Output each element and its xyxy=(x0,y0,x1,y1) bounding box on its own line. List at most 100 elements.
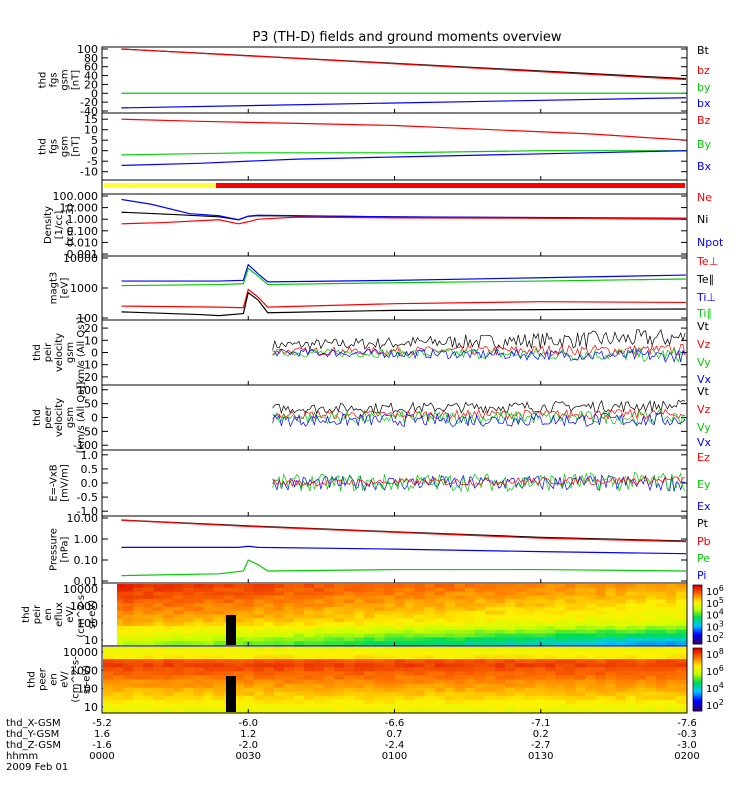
y-axis-label-line: peir xyxy=(43,342,54,362)
spectrogram-cell xyxy=(133,679,144,685)
spectrogram-cell xyxy=(474,587,486,593)
spectrogram-cell xyxy=(314,595,325,600)
spectrogram-cell xyxy=(324,683,335,689)
spectrogram-cell xyxy=(263,707,275,713)
spectrogram-cell xyxy=(143,587,154,593)
spectrogram-cell xyxy=(153,618,164,623)
spectrogram-cell xyxy=(133,703,144,709)
spectrogram-cell xyxy=(173,603,185,608)
legend-entry: Vy xyxy=(697,421,711,434)
spectrogram-cell xyxy=(103,691,114,697)
spectrogram-cell xyxy=(163,618,174,623)
spectrogram-cell xyxy=(495,603,506,608)
spectrogram-cell xyxy=(384,647,396,652)
spectrogram-cell xyxy=(374,637,386,642)
spectrogram-cell xyxy=(454,699,466,705)
spectrogram-cell xyxy=(444,584,456,589)
spectrogram-cell xyxy=(374,633,386,638)
spectrogram-cell xyxy=(474,675,486,681)
spectrogram-cell xyxy=(314,679,325,685)
spectrogram-cell xyxy=(595,633,607,638)
spectrogram-cell xyxy=(454,641,466,646)
spectrogram-cell xyxy=(314,667,325,672)
legend-entry: Pt xyxy=(697,517,709,530)
spectrogram-cell xyxy=(535,625,546,631)
spectrogram-cell xyxy=(133,633,144,638)
spectrogram-cell xyxy=(233,691,245,697)
spectrogram-cell xyxy=(123,671,134,677)
spectrogram-cell xyxy=(525,707,536,713)
plot-area xyxy=(121,198,686,225)
spectrogram-cell xyxy=(243,699,255,705)
spectrogram-cell xyxy=(394,703,406,709)
spectrogram-cell xyxy=(243,683,255,689)
y-tick-label: 10 xyxy=(84,634,98,647)
spectrogram-cell xyxy=(394,691,406,697)
spectrogram-cell xyxy=(243,595,255,600)
spectrogram-cell xyxy=(143,663,154,668)
spectrogram-cell xyxy=(414,703,426,709)
spectrogram-cell xyxy=(484,675,496,681)
spectrogram-cell xyxy=(193,622,205,627)
spectrogram-cell xyxy=(304,637,315,642)
spectrogram-cell xyxy=(213,622,225,627)
spectrogram-cell xyxy=(545,618,556,623)
spectrogram-cell xyxy=(273,595,285,600)
spectrogram-cell xyxy=(605,663,617,668)
spectrogram-cell xyxy=(143,659,154,664)
plot-area xyxy=(272,399,686,428)
spectrogram-cell xyxy=(203,699,215,705)
spectrogram-cell xyxy=(615,629,627,635)
spectrogram-cell xyxy=(143,687,154,693)
spectrogram-cell xyxy=(203,659,215,664)
spectrogram-cell xyxy=(495,687,506,693)
spectrogram-cell xyxy=(414,587,426,593)
spectrogram-cell xyxy=(635,637,647,642)
spectrogram-cell xyxy=(364,595,375,600)
spectrogram-cell xyxy=(414,655,426,660)
spectrogram-cell xyxy=(515,637,526,642)
spectrogram-cell xyxy=(213,633,225,638)
spectrogram-cell xyxy=(605,618,617,623)
spectrogram-cell xyxy=(304,641,315,646)
colorbar-swatch xyxy=(693,604,702,608)
colorbar-swatch xyxy=(693,698,702,701)
spectrogram-cell xyxy=(304,707,315,713)
spectrogram-cell xyxy=(605,667,617,672)
spectrogram-cell xyxy=(213,610,225,616)
spectrogram-cell xyxy=(103,647,114,652)
spectrogram-cell xyxy=(123,618,134,623)
colorbar-swatch xyxy=(693,600,702,604)
spectrogram-cell xyxy=(384,683,396,689)
spectrogram-cell xyxy=(495,599,506,604)
spectrogram-cell xyxy=(273,695,285,701)
spectrogram-cell xyxy=(213,641,225,646)
spectrogram-cell xyxy=(454,606,466,612)
spectrogram-cell xyxy=(304,647,315,652)
spectrogram-cell xyxy=(173,599,185,604)
spectrogram-cell xyxy=(565,584,577,589)
spectrogram-cell xyxy=(505,663,516,668)
spectrogram-cell xyxy=(535,595,546,600)
spectrogram-cell xyxy=(334,691,345,697)
spectrogram-cell xyxy=(645,651,657,656)
spectrogram-cell xyxy=(334,699,345,705)
spectrogram-cell xyxy=(635,622,647,627)
spectrogram-cell xyxy=(495,683,506,689)
spectrogram-cell xyxy=(665,584,677,589)
y-axis-label-line: thd xyxy=(32,344,43,361)
spectrogram-cell xyxy=(565,651,577,656)
spectrogram-cell xyxy=(263,663,275,668)
spectrogram-cell xyxy=(173,641,185,646)
spectrogram-cell xyxy=(103,695,114,701)
spectrogram-cell xyxy=(304,625,315,631)
y-tick-label: 0.001 xyxy=(67,248,99,261)
colorbar-swatch xyxy=(693,654,702,657)
spectrogram-cell xyxy=(273,637,285,642)
y-axis-label-line: [eV] xyxy=(60,278,71,299)
spectrogram-cell xyxy=(334,695,345,701)
spectrogram-cell xyxy=(263,599,275,604)
spectrogram-cell xyxy=(374,663,386,668)
